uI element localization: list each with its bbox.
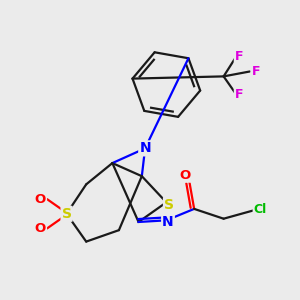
Text: O: O: [35, 193, 46, 206]
Text: O: O: [35, 222, 46, 235]
Text: F: F: [235, 88, 243, 101]
Text: F: F: [251, 65, 260, 78]
Text: Cl: Cl: [254, 203, 267, 216]
Text: S: S: [164, 198, 174, 212]
Text: S: S: [61, 207, 72, 221]
Text: O: O: [180, 169, 191, 182]
Text: F: F: [235, 50, 243, 63]
Text: N: N: [139, 141, 151, 155]
Text: N: N: [162, 215, 174, 229]
